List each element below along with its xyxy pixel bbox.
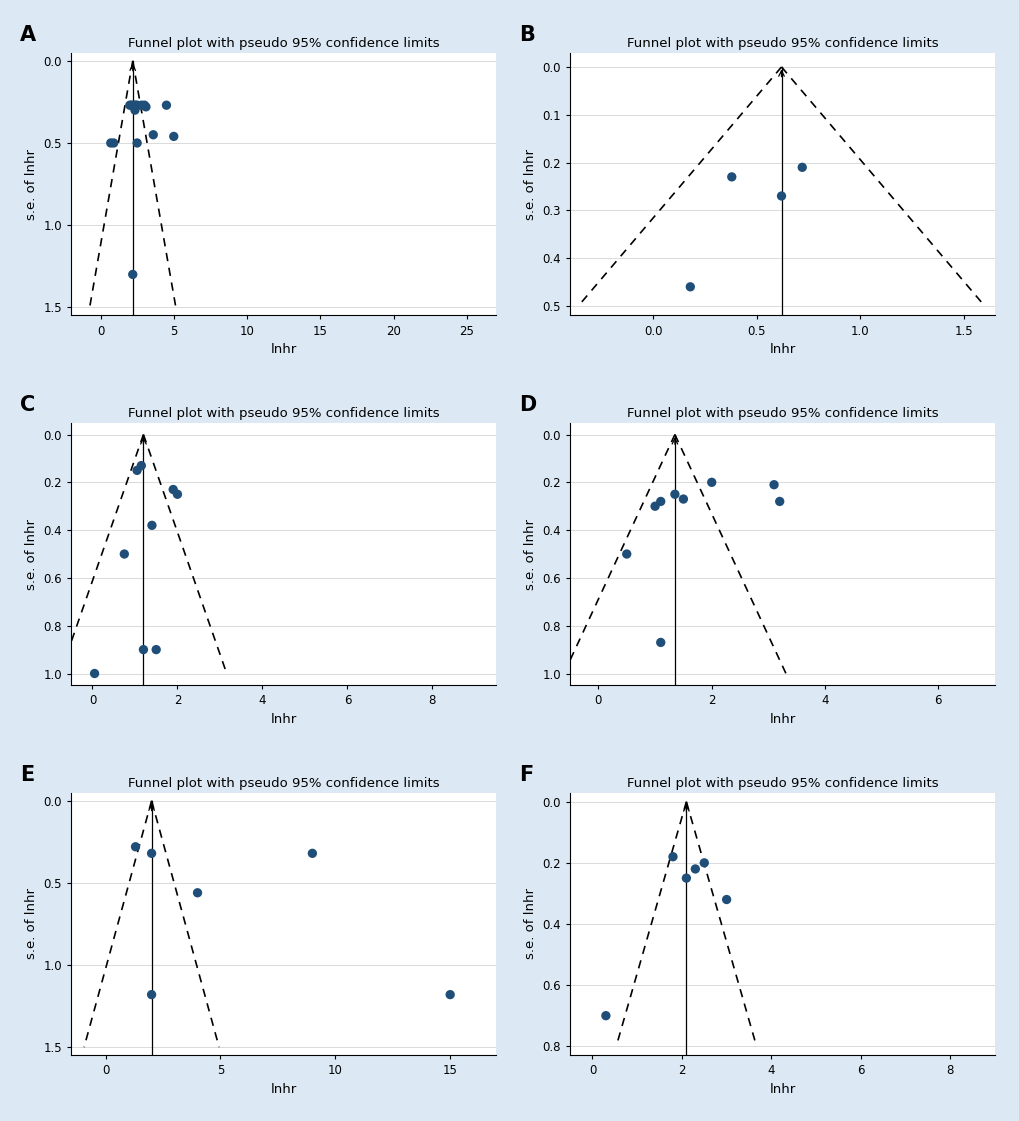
- Point: [703, 473, 719, 491]
- Point: [144, 844, 160, 862]
- Point: [646, 498, 662, 516]
- Y-axis label: s.e. of lnhr: s.e. of lnhr: [524, 149, 536, 220]
- X-axis label: lnhr: lnhr: [270, 1083, 297, 1096]
- Point: [722, 168, 739, 186]
- Point: [116, 545, 132, 563]
- Point: [687, 860, 703, 878]
- Point: [144, 985, 160, 1003]
- Point: [133, 96, 150, 114]
- Point: [794, 158, 810, 176]
- Point: [765, 475, 782, 493]
- Point: [144, 517, 160, 535]
- Point: [127, 96, 144, 114]
- Point: [190, 883, 206, 901]
- Title: Funnel plot with pseudo 95% confidence limits: Funnel plot with pseudo 95% confidence l…: [127, 407, 439, 420]
- Point: [695, 854, 711, 872]
- Point: [148, 640, 164, 658]
- Point: [652, 492, 668, 510]
- Point: [165, 481, 181, 499]
- Point: [772, 187, 789, 205]
- Point: [87, 665, 103, 683]
- Text: B: B: [519, 25, 534, 45]
- Point: [169, 485, 185, 503]
- Point: [682, 278, 698, 296]
- Point: [618, 545, 634, 563]
- Point: [136, 640, 152, 658]
- Point: [158, 96, 174, 114]
- X-axis label: lnhr: lnhr: [768, 713, 795, 726]
- Point: [441, 985, 458, 1003]
- Point: [678, 869, 694, 887]
- Point: [165, 128, 181, 146]
- X-axis label: lnhr: lnhr: [768, 1083, 795, 1096]
- Point: [124, 96, 141, 114]
- Point: [138, 98, 154, 115]
- Point: [121, 96, 138, 114]
- Title: Funnel plot with pseudo 95% confidence limits: Funnel plot with pseudo 95% confidence l…: [127, 777, 439, 790]
- Point: [664, 847, 681, 865]
- Title: Funnel plot with pseudo 95% confidence limits: Funnel plot with pseudo 95% confidence l…: [626, 407, 937, 420]
- Point: [103, 135, 119, 152]
- X-axis label: lnhr: lnhr: [270, 343, 297, 356]
- Point: [127, 98, 144, 115]
- Point: [128, 135, 145, 152]
- Point: [137, 96, 153, 114]
- Point: [717, 890, 734, 908]
- Point: [123, 96, 140, 114]
- Point: [675, 490, 691, 508]
- Y-axis label: s.e. of lnhr: s.e. of lnhr: [25, 149, 38, 220]
- Point: [133, 456, 150, 474]
- Title: Funnel plot with pseudo 95% confidence limits: Funnel plot with pseudo 95% confidence l…: [626, 777, 937, 790]
- Point: [666, 485, 683, 503]
- Point: [124, 266, 141, 284]
- Point: [652, 633, 668, 651]
- X-axis label: lnhr: lnhr: [768, 343, 795, 356]
- Y-axis label: s.e. of lnhr: s.e. of lnhr: [25, 519, 38, 590]
- Text: F: F: [519, 765, 533, 785]
- Point: [770, 492, 787, 510]
- Title: Funnel plot with pseudo 95% confidence limits: Funnel plot with pseudo 95% confidence l…: [626, 37, 937, 50]
- Y-axis label: s.e. of lnhr: s.e. of lnhr: [524, 519, 536, 590]
- Point: [304, 844, 320, 862]
- Point: [128, 462, 145, 480]
- Point: [126, 98, 143, 115]
- Text: D: D: [519, 395, 536, 415]
- Point: [145, 126, 161, 143]
- Point: [105, 135, 121, 152]
- Point: [126, 96, 143, 114]
- Point: [126, 101, 143, 119]
- Text: E: E: [20, 765, 35, 785]
- Text: C: C: [20, 395, 36, 415]
- Point: [597, 1007, 613, 1025]
- Title: Funnel plot with pseudo 95% confidence limits: Funnel plot with pseudo 95% confidence l…: [127, 37, 439, 50]
- Y-axis label: s.e. of lnhr: s.e. of lnhr: [524, 889, 536, 960]
- Y-axis label: s.e. of lnhr: s.e. of lnhr: [25, 889, 38, 960]
- Text: A: A: [20, 25, 37, 45]
- X-axis label: lnhr: lnhr: [270, 713, 297, 726]
- Point: [128, 96, 145, 114]
- Point: [127, 837, 144, 855]
